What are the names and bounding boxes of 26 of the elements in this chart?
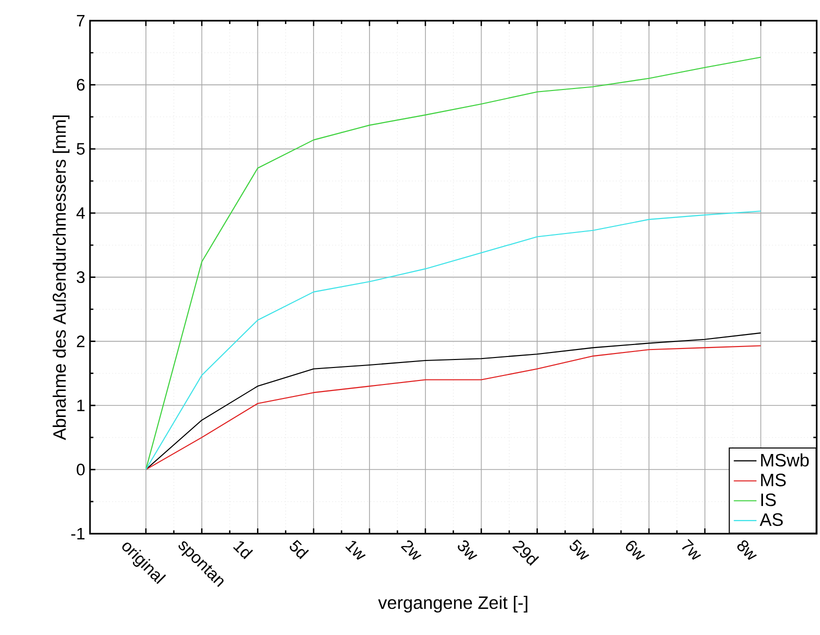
x-tick-label: 8w (737, 540, 757, 560)
y-tick-label: 6 (76, 79, 85, 91)
x-tick-label: 5d (290, 540, 309, 560)
y-tick-label: 4 (76, 208, 85, 219)
x-tick-label: 1d (233, 541, 254, 560)
legend-label: AS (760, 513, 783, 526)
legend-label: MSwb (761, 454, 809, 467)
x-tick-label: 5w (570, 540, 590, 560)
x-tick-label: 29d (512, 540, 540, 566)
y-tick-label: 7 (76, 15, 84, 27)
legend-label: MS (761, 474, 786, 487)
x-tick-label: 3w (458, 540, 478, 560)
x-tick-label: 6w (626, 540, 646, 560)
y-tick-label: 1 (77, 400, 84, 412)
y-tick-label: 3 (76, 271, 85, 284)
x-axis-title: vergangene Zeit [-] (378, 596, 528, 613)
x-tick-label: 2w (400, 540, 422, 560)
y-tick-label: 0 (76, 464, 85, 476)
line-series (145, 56, 762, 470)
x-tick-label: 1w (345, 541, 366, 560)
y-tick-label: -1 (71, 528, 84, 540)
y-axis-title: Abnahme des Außendurchmessers [mm] (52, 116, 70, 440)
x-tick-label: 7w (682, 539, 702, 560)
legend-label: IS (761, 494, 776, 506)
y-tick-label: 2 (76, 336, 84, 348)
y-tick-label: 5 (76, 143, 85, 155)
